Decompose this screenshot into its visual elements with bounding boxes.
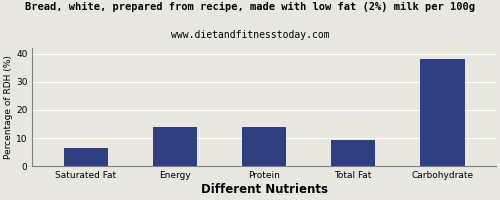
Text: Bread, white, prepared from recipe, made with low fat (2%) milk per 100g: Bread, white, prepared from recipe, made… — [25, 2, 475, 12]
Bar — [242, 127, 286, 166]
Bar — [420, 59, 465, 166]
X-axis label: Different Nutrients: Different Nutrients — [200, 183, 328, 196]
Bar — [331, 140, 376, 166]
Text: www.dietandfitnesstoday.com: www.dietandfitnesstoday.com — [170, 30, 330, 40]
Bar — [64, 148, 108, 166]
Y-axis label: Percentage of RDH (%): Percentage of RDH (%) — [4, 55, 13, 159]
Bar — [152, 127, 197, 166]
